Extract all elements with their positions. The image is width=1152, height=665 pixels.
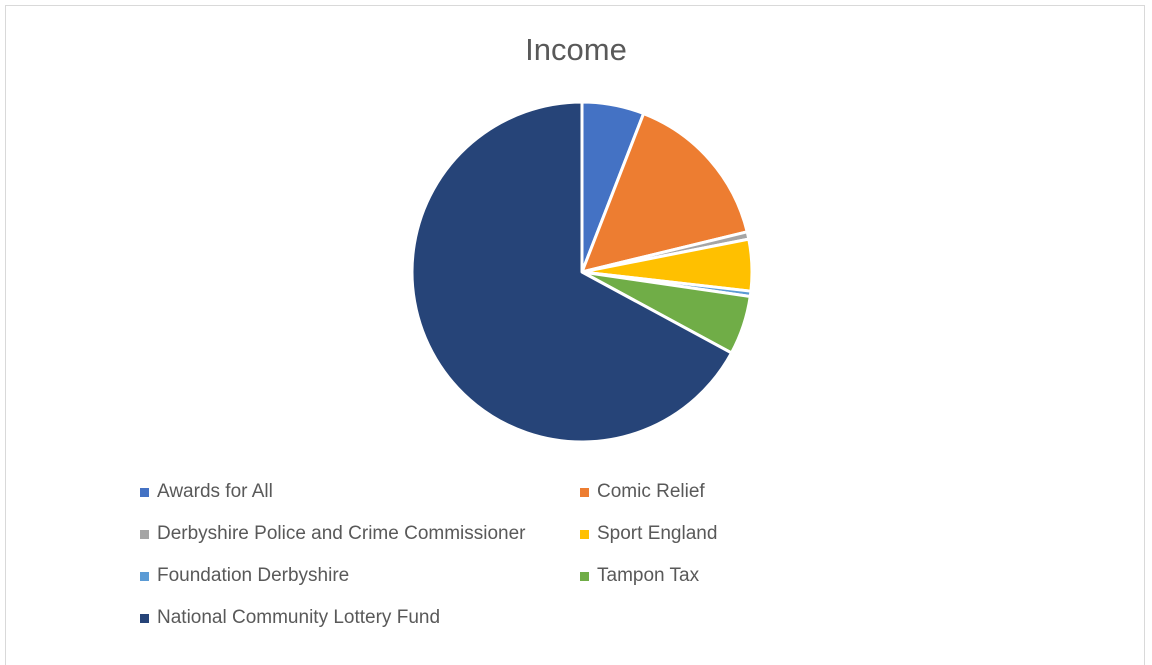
legend-swatch (580, 571, 589, 581)
legend-swatch (140, 571, 149, 581)
legend-label: Awards for All (157, 481, 273, 502)
legend-label: Derbyshire Police and Crime Commissioner (157, 523, 526, 544)
legend-label: Tampon Tax (597, 565, 700, 586)
legend-item-tampon-tax: Tampon Tax (580, 562, 760, 590)
legend-swatch (580, 487, 589, 497)
legend-item-foundation-derbyshire: Foundation Derbyshire (140, 562, 580, 590)
legend-label: Foundation Derbyshire (157, 565, 350, 586)
legend-item-derbyshire-police-and-crime-commissioner: Derbyshire Police and Crime Commissioner (140, 520, 580, 548)
legend-item-comic-relief: Comic Relief (580, 478, 760, 506)
legend-item-national-community-lottery-fund: National Community Lottery Fund (140, 604, 580, 632)
legend-item-awards-for-all: Awards for All (140, 478, 580, 506)
legend-swatch (140, 529, 149, 539)
legend-label: Comic Relief (597, 481, 705, 502)
legend-swatch (580, 529, 589, 539)
pie-slice-comic-relief (580, 112, 749, 274)
legend-label: National Community Lottery Fund (157, 607, 441, 628)
legend-swatch (140, 487, 149, 497)
chart-title: Income (525, 32, 627, 67)
legend-swatch (140, 613, 149, 623)
legend-label: Sport England (597, 523, 718, 544)
legend-item-sport-england: Sport England (580, 520, 760, 548)
chart-legend: Awards for All Comic Relief Derbyshire Pol… (140, 478, 760, 632)
pie-slice-national-community-lottery-fund (410, 100, 733, 444)
